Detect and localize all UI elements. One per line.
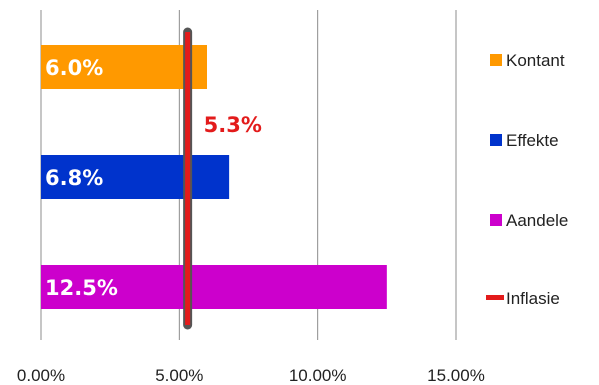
bars bbox=[41, 45, 387, 309]
bar-labels: 6.0% 6.8% 12.5% bbox=[45, 56, 118, 300]
legend-label-inflasie: Inflasie bbox=[506, 289, 560, 308]
inflation-label: 5.3% bbox=[204, 113, 262, 137]
x-tick-label-1: 5.00% bbox=[155, 366, 203, 385]
bar-label-kontant: 6.0% bbox=[45, 56, 103, 80]
x-axis-ticks: 0.00% 5.00% 10.00% 15.00% bbox=[17, 366, 485, 385]
x-tick-label-3: 15.00% bbox=[427, 366, 485, 385]
bar-kontant bbox=[41, 45, 207, 89]
inflation-line-group: 5.3% bbox=[183, 27, 262, 330]
bar-effekte bbox=[41, 155, 230, 199]
bar-label-aandele: 12.5% bbox=[45, 276, 118, 300]
legend-marker-aandele bbox=[490, 214, 502, 226]
legend-label-effekte: Effekte bbox=[506, 131, 559, 150]
legend-marker-inflasie bbox=[486, 295, 504, 300]
bar-label-effekte: 6.8% bbox=[45, 166, 103, 190]
legend: Kontant Effekte Aandele Inflasie bbox=[486, 51, 568, 308]
legend-marker-kontant bbox=[490, 54, 502, 66]
legend-label-aandele: Aandele bbox=[506, 211, 568, 230]
x-tick-label-2: 10.00% bbox=[289, 366, 347, 385]
legend-marker-effekte bbox=[490, 134, 502, 146]
x-tick-label-0: 0.00% bbox=[17, 366, 65, 385]
bar-aandele bbox=[41, 265, 387, 309]
legend-label-kontant: Kontant bbox=[506, 51, 565, 70]
